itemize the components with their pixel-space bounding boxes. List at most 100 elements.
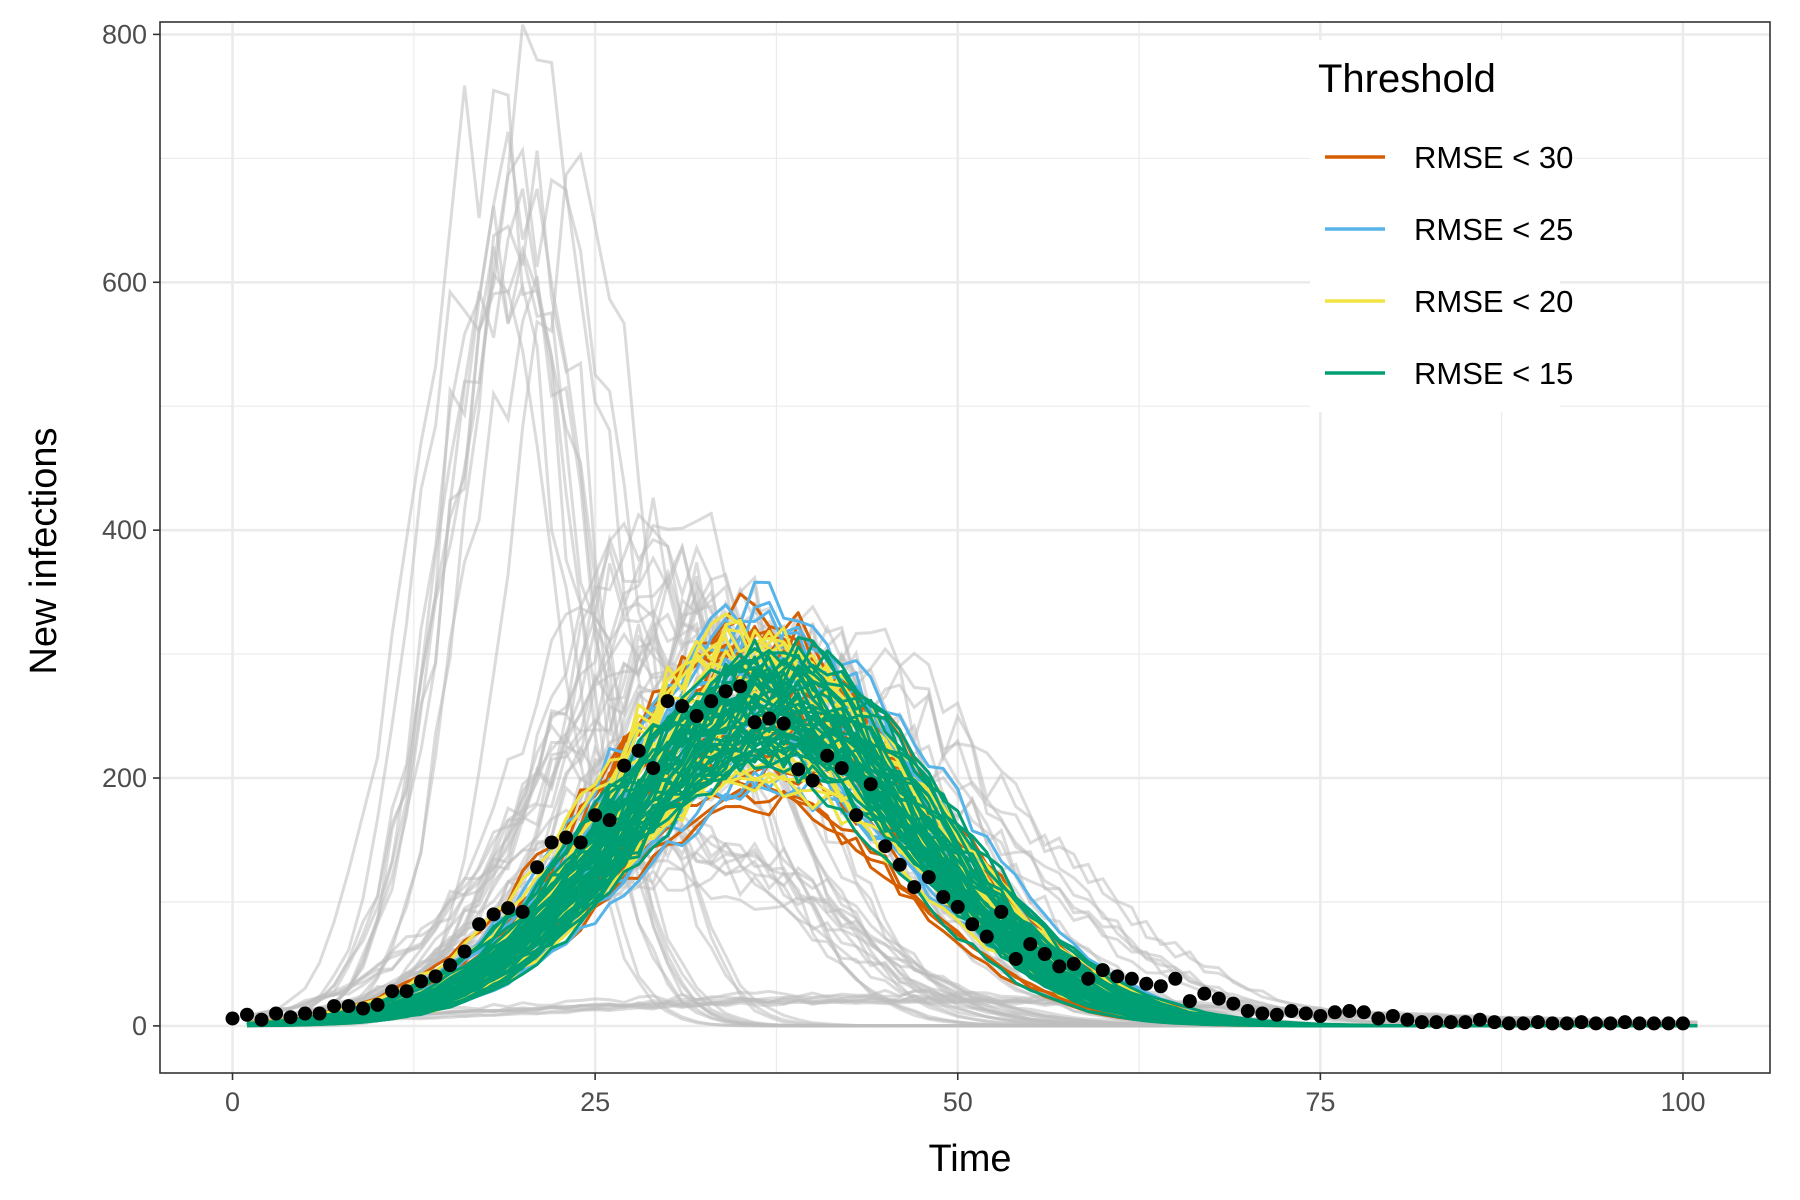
observed-point (327, 999, 342, 1014)
observed-point (602, 813, 617, 828)
observed-point (1240, 1004, 1255, 1019)
observed-point (225, 1011, 240, 1026)
observed-point (1327, 1005, 1342, 1020)
observed-point (1298, 1006, 1313, 1021)
observed-point (863, 777, 878, 792)
observed-point (617, 758, 632, 773)
observed-point (443, 958, 458, 973)
observed-point (1197, 986, 1212, 1001)
observed-point (1414, 1015, 1429, 1030)
legend-background (1310, 40, 1560, 412)
observed-point (878, 839, 893, 854)
observed-point (965, 917, 980, 932)
observed-point (1545, 1016, 1560, 1031)
observed-point (994, 904, 1009, 919)
observed-point (1066, 956, 1081, 971)
observed-point (1559, 1016, 1574, 1031)
observed-point (1081, 971, 1096, 986)
observed-point (1516, 1016, 1531, 1031)
observed-point (820, 748, 835, 763)
background-simulation-line (246, 996, 1698, 1024)
x-tick-label: 0 (225, 1087, 240, 1117)
observed-point (1371, 1011, 1386, 1026)
observed-point (1443, 1015, 1458, 1030)
observed-point (1168, 971, 1183, 986)
observed-point (1139, 976, 1154, 991)
observed-point (1472, 1012, 1487, 1027)
observed-point (588, 808, 603, 823)
panel-border (159, 21, 1771, 1074)
observed-point (718, 684, 733, 699)
observed-point (269, 1006, 284, 1021)
observed-point (631, 743, 646, 758)
legend-title: Threshold (1318, 57, 1496, 101)
observed-points (225, 679, 1690, 1031)
observed-point (573, 835, 588, 850)
legend-item-rmse-15: RMSE < 15 (1325, 356, 1573, 391)
observed-point (1037, 947, 1052, 962)
x-axis: 0 25 50 75 100 (225, 1073, 1706, 1117)
observed-point (399, 984, 414, 999)
observed-point (457, 944, 472, 959)
observed-point (1255, 1006, 1270, 1021)
observed-point (544, 835, 559, 850)
x-tick-label: 100 (1660, 1087, 1705, 1117)
observed-point (1661, 1016, 1676, 1031)
observed-point (791, 762, 806, 777)
observed-point (1052, 959, 1067, 974)
observed-point (1501, 1016, 1516, 1031)
observed-point (1226, 996, 1241, 1011)
observed-point (921, 870, 936, 885)
observed-point (1385, 1008, 1400, 1023)
observed-point (979, 929, 994, 944)
observed-point (892, 857, 907, 872)
observed-point (1110, 969, 1125, 984)
observed-point (950, 899, 965, 914)
observed-point (733, 679, 748, 694)
observed-point (530, 860, 545, 875)
observed-point (834, 761, 849, 776)
observed-point (559, 830, 574, 845)
observed-point (762, 711, 777, 726)
observed-point (675, 699, 690, 714)
x-tick-label: 50 (943, 1087, 973, 1117)
legend-item-rmse-25: RMSE < 25 (1325, 212, 1573, 247)
observed-point (298, 1006, 313, 1021)
observed-point (240, 1007, 255, 1022)
observed-point (776, 716, 791, 731)
y-tick-label: 800 (102, 19, 147, 49)
observed-point (370, 997, 385, 1012)
observed-point (254, 1012, 269, 1027)
observed-point (356, 1001, 371, 1016)
observed-point (936, 890, 951, 905)
observed-point (1124, 971, 1139, 986)
legend-label-rmse-25: RMSE < 25 (1414, 212, 1573, 247)
observed-point (1342, 1004, 1357, 1019)
observed-point (1574, 1015, 1589, 1030)
observed-point (283, 1010, 298, 1025)
observed-point (385, 984, 400, 999)
y-axis-title: New infections (23, 427, 65, 674)
y-tick-label: 400 (102, 515, 147, 545)
observed-point (1487, 1015, 1502, 1030)
y-tick-label: 0 (132, 1011, 147, 1041)
observed-point (1095, 963, 1110, 978)
observed-point (907, 880, 922, 895)
legend-item-rmse-20: RMSE < 20 (1325, 284, 1573, 319)
observed-point (646, 761, 661, 776)
observed-point (1023, 937, 1038, 952)
observed-point (1458, 1015, 1473, 1030)
legend-item-rmse-30: RMSE < 30 (1325, 140, 1573, 175)
observed-point (472, 917, 487, 932)
observed-point (1588, 1016, 1603, 1031)
observed-point (1269, 1007, 1284, 1022)
observed-point (704, 694, 719, 709)
observed-point (1617, 1015, 1632, 1030)
observed-point (1530, 1015, 1545, 1030)
x-axis-title: Time (928, 1138, 1011, 1180)
y-tick-label: 200 (102, 763, 147, 793)
observed-point (312, 1006, 327, 1021)
observed-point (1646, 1016, 1661, 1031)
observed-point (1400, 1012, 1415, 1027)
